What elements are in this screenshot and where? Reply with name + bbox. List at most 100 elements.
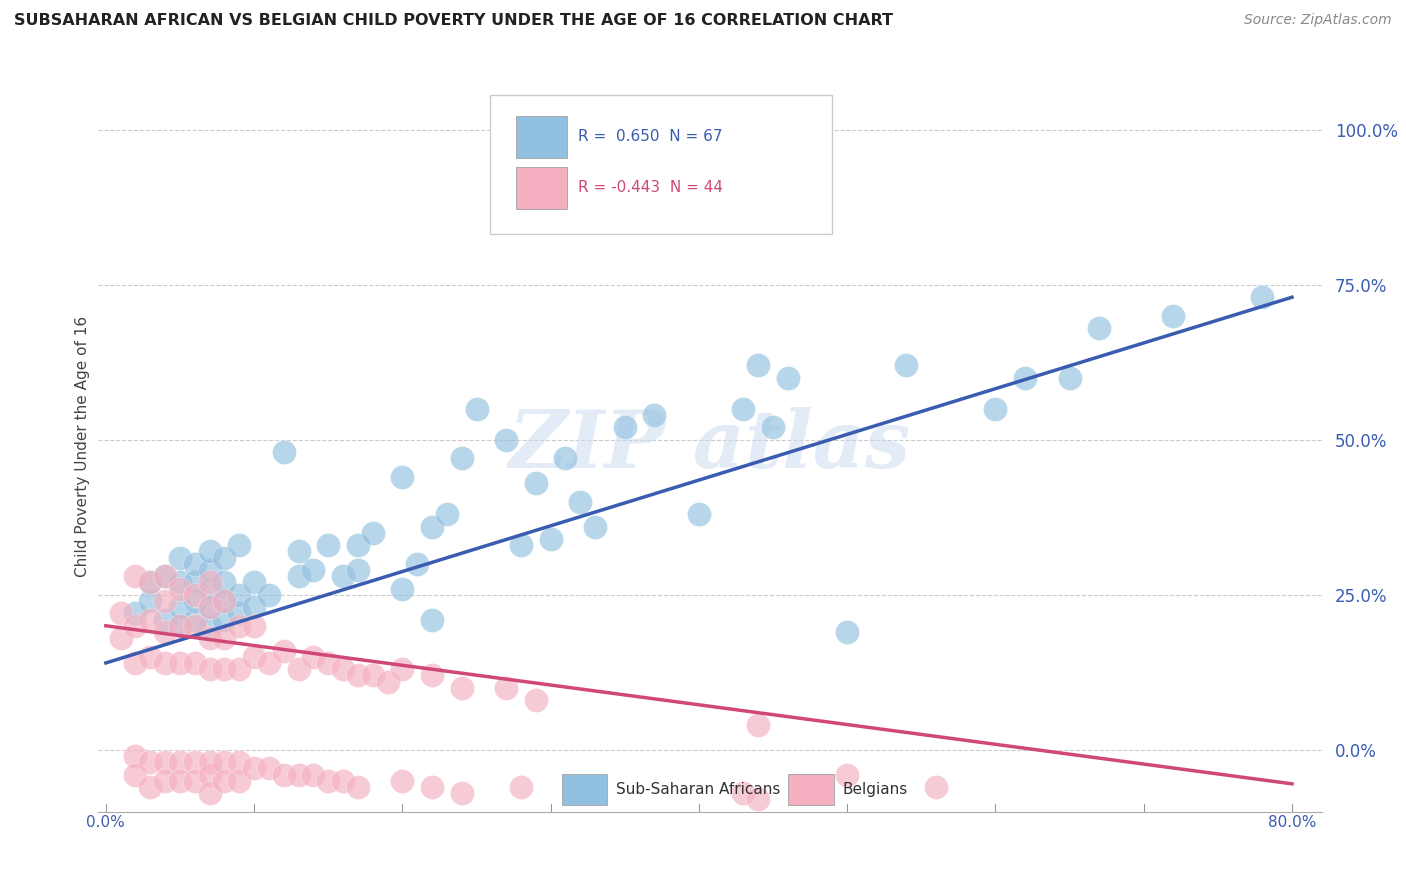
Point [925,780,948,794]
Point [1014,371,1036,385]
Point [420,780,443,794]
Point [198,563,221,577]
Point [347,780,370,794]
Y-axis label: Child Poverty Under the Age of 16: Child Poverty Under the Age of 16 [75,316,90,576]
Point [302,563,325,577]
Point [110,631,132,645]
Point [139,613,162,627]
Point [406,557,429,571]
Point [450,451,472,466]
Point [124,607,146,621]
Point [1163,309,1185,323]
FancyBboxPatch shape [516,116,567,158]
Point [733,401,755,416]
Point [153,773,176,788]
Point [198,575,221,590]
Point [1088,321,1111,335]
Point [316,656,339,670]
Point [495,681,517,695]
Point [776,371,799,385]
Point [169,773,191,788]
Text: 0.0%: 0.0% [86,815,125,830]
Point [613,420,636,434]
Text: R =  0.650  N = 67: R = 0.650 N = 67 [578,129,723,145]
Point [465,401,488,416]
Point [214,550,236,565]
Point [287,767,309,781]
Point [124,619,146,633]
Point [243,600,266,615]
Point [450,681,472,695]
Point [153,624,176,639]
Point [257,656,280,670]
Point [214,755,236,769]
Point [420,519,443,533]
Point [228,588,250,602]
Point [332,662,354,676]
Point [762,420,785,434]
Point [302,649,325,664]
Point [1059,371,1081,385]
Point [287,569,309,583]
Point [214,613,236,627]
Point [169,656,191,670]
Point [510,780,533,794]
Point [302,767,325,781]
Point [198,755,221,769]
Point [554,451,576,466]
Point [316,773,339,788]
Point [984,401,1007,416]
FancyBboxPatch shape [516,168,567,209]
FancyBboxPatch shape [562,774,607,805]
Point [198,600,221,615]
Point [153,594,176,608]
Point [316,538,339,552]
Point [169,619,191,633]
Point [391,662,413,676]
Point [391,470,413,484]
Point [184,557,207,571]
Point [110,607,132,621]
Point [243,619,266,633]
Point [287,662,309,676]
Point [450,786,472,800]
FancyBboxPatch shape [789,774,834,805]
Point [287,544,309,558]
Point [184,656,207,670]
Point [273,643,295,657]
Point [184,619,207,633]
Point [747,792,769,806]
Point [896,359,918,373]
Point [361,668,384,682]
Point [169,755,191,769]
Point [139,575,162,590]
Point [332,569,354,583]
Point [688,507,710,521]
Point [153,656,176,670]
Point [184,594,207,608]
Point [184,575,207,590]
Point [747,359,769,373]
Point [273,445,295,459]
Point [1251,290,1274,304]
Point [214,594,236,608]
Point [391,582,413,596]
Text: R = -0.443  N = 44: R = -0.443 N = 44 [578,180,723,195]
Point [436,507,458,521]
Point [361,525,384,540]
Point [124,767,146,781]
Point [139,594,162,608]
Point [420,668,443,682]
Point [524,476,547,491]
Text: 80.0%: 80.0% [1268,815,1316,830]
Point [169,600,191,615]
Point [198,631,221,645]
Point [228,773,250,788]
Text: Sub-Saharan Africans: Sub-Saharan Africans [616,782,780,797]
Point [184,613,207,627]
Point [273,767,295,781]
Point [228,538,250,552]
Point [198,619,221,633]
Point [214,594,236,608]
Point [198,786,221,800]
